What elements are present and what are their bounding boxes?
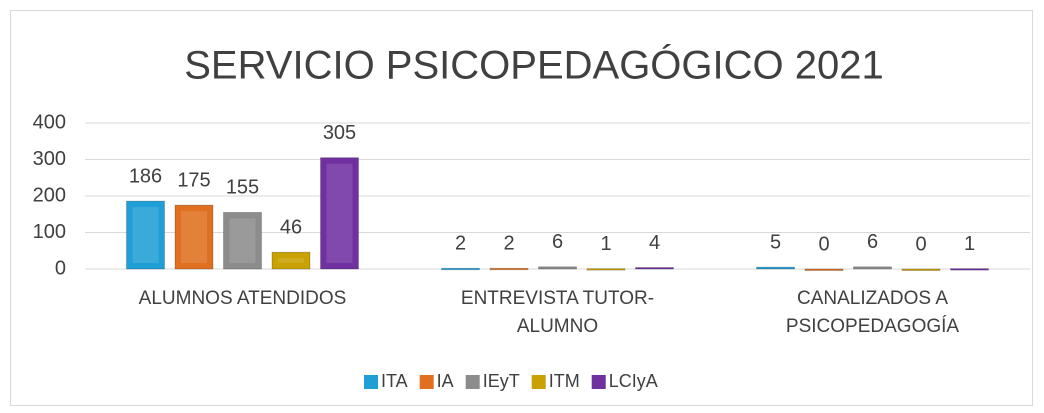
legend-swatch [591, 375, 606, 389]
data-label: 155 [226, 177, 259, 199]
data-label: 5 [770, 231, 781, 253]
data-label: 1 [964, 233, 975, 255]
data-label: 46 [280, 216, 302, 238]
bar [320, 157, 359, 270]
bar [489, 267, 529, 271]
data-label: 2 [455, 233, 466, 255]
x-tick-label: CANALIZADOS A PSICOPEDAGOGÍA [785, 288, 960, 337]
data-label: 0 [818, 233, 829, 255]
bar [126, 200, 165, 270]
data-label: 0 [915, 233, 926, 255]
bar [223, 212, 262, 270]
bar-bevel [132, 207, 159, 263]
bar [586, 268, 626, 271]
legend-swatch [364, 375, 378, 389]
data-label: 6 [552, 231, 563, 253]
data-label: 175 [177, 169, 210, 191]
legend-label: ITA [381, 371, 408, 391]
bar [950, 268, 989, 271]
y-tick-label: 300 [33, 148, 66, 170]
data-label: 4 [649, 232, 660, 254]
legend-swatch [531, 375, 546, 389]
bar [538, 266, 577, 270]
chart-title: SERVICIO PSICOPEDAGÓGICO 2021 [184, 43, 884, 88]
legend-label: ITM [549, 371, 580, 391]
legend-swatch [465, 375, 480, 389]
legend-label: IEyT [483, 371, 520, 391]
data-label: 2 [503, 233, 514, 255]
legend-swatch [419, 375, 434, 389]
data-label: 1 [600, 233, 611, 255]
legend-label: IA [437, 371, 454, 391]
x-tick-label: ENTREVISTA TUTOR- ALUMNO [460, 288, 655, 337]
y-tick-label: 200 [33, 184, 66, 206]
y-tick-label: 0 [55, 257, 66, 279]
data-label: 305 [323, 122, 356, 144]
bar [441, 267, 480, 271]
legend-label: LCIyA [609, 371, 658, 391]
y-tick-label: 400 [33, 111, 66, 133]
bar-bevel [181, 211, 207, 263]
data-label: 186 [129, 165, 162, 187]
x-tick-label: ALUMNOS ATENDIDOS [138, 288, 347, 309]
bar [901, 268, 941, 271]
bar-bevel [326, 163, 353, 263]
data-label: 6 [867, 231, 878, 253]
bar [271, 251, 311, 270]
y-tick-label: 100 [33, 221, 66, 243]
bar-bevel [278, 258, 304, 263]
bar [174, 204, 214, 270]
bar [756, 266, 795, 270]
bar-bevel [229, 218, 256, 263]
bar [635, 267, 674, 270]
bar [804, 268, 844, 271]
bar [853, 266, 892, 270]
